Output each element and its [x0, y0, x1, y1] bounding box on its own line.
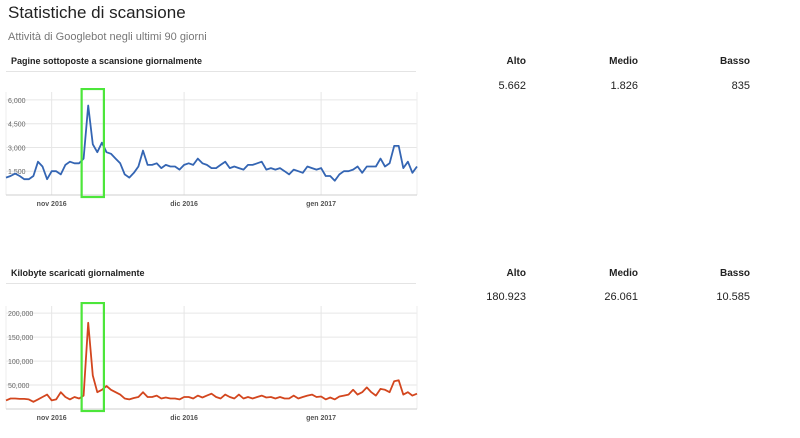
pages-crawled-chart: 6,000 4,500 3,000 1,500 nov 2016 dic 2016 gen …	[5, 88, 418, 208]
stat-label-low: Basso	[719, 268, 750, 279]
series-line	[5, 321, 418, 403]
highlight-box	[80, 302, 105, 413]
x-tick-label: dic 2016	[170, 415, 198, 422]
section-title: Kilobyte scaricati giornalmente	[11, 268, 145, 278]
divider	[6, 283, 416, 284]
stat-label-low: Basso	[719, 56, 750, 67]
x-tick-label: gen 2017	[306, 201, 336, 208]
stat-label-high: Alto	[506, 268, 526, 279]
stat-value-low: 10.585	[716, 291, 750, 303]
page-title: Statistiche di scansione	[8, 3, 186, 22]
stat-value-medium: 26.061	[604, 291, 638, 303]
stat-value-high: 180.923	[486, 291, 526, 303]
stat-value-low: 835	[731, 80, 750, 92]
stat-label-medium: Medio	[609, 268, 638, 279]
stat-value-medium: 1.826	[610, 80, 638, 92]
highlight-box	[80, 88, 105, 199]
x-tick-label: nov 2016	[37, 201, 67, 208]
kilobytes-downloaded-chart: 200,000 150,000 100,000 50,000 nov 2016 dic 2…	[5, 302, 418, 422]
page-subtitle: Attività di Googlebot negli ultimi 90 gi…	[8, 31, 207, 43]
divider	[6, 71, 416, 72]
y-tick-label: 100,000	[8, 359, 33, 366]
y-tick-label: 50,000	[8, 383, 30, 390]
y-tick-label: 200,000	[8, 311, 33, 318]
x-tick-label: nov 2016	[37, 415, 67, 422]
y-tick-label: 6,000	[8, 98, 26, 105]
y-tick-label: 150,000	[8, 335, 33, 342]
y-tick-label: 1,500	[8, 169, 26, 176]
series-line	[5, 104, 418, 182]
stat-label-medium: Medio	[609, 56, 638, 67]
section-title: Pagine sottoposte a scansione giornalmen…	[11, 56, 203, 66]
stat-value-high: 5.662	[498, 80, 526, 92]
y-tick-label: 3,000	[8, 145, 26, 152]
x-tick-label: gen 2017	[306, 415, 336, 422]
x-tick-label: dic 2016	[170, 201, 198, 208]
y-tick-label: 4,500	[8, 122, 26, 129]
stat-label-high: Alto	[506, 56, 526, 67]
